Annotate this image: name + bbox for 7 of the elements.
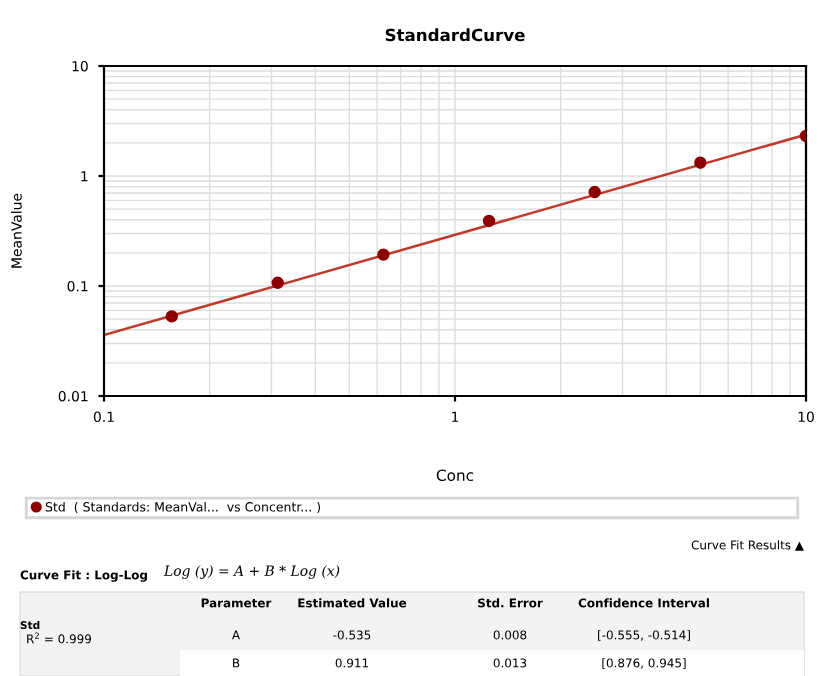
point: [377, 248, 390, 261]
point: [694, 156, 707, 169]
chart-title: StandardCurve: [385, 28, 525, 42]
point: [482, 214, 496, 228]
point: [165, 310, 178, 323]
point: [588, 185, 601, 199]
point: [271, 276, 284, 289]
